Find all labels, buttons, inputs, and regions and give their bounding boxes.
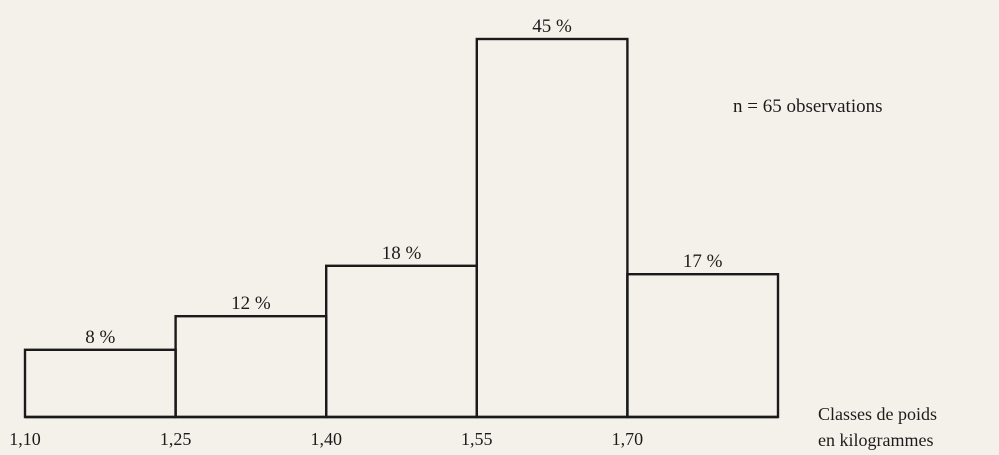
x-tick-label: 1,70	[612, 429, 644, 449]
x-tick-label: 1,25	[160, 429, 192, 449]
bar-value-label: 18 %	[382, 243, 422, 264]
x-axis-label-line-1: Classes de poids	[818, 404, 937, 424]
bar-value-label: 17 %	[683, 251, 723, 272]
x-tick-label: 1,10	[9, 429, 41, 449]
bars-layer	[23, 37, 780, 419]
x-axis-label-line-2: en kilogrammes	[818, 430, 933, 450]
histogram-bar	[626, 273, 780, 419]
histogram-bar	[475, 37, 629, 419]
x-tick-label: 1,40	[310, 429, 342, 449]
bar-value-label: 8 %	[85, 327, 115, 348]
bar-value-label: 12 %	[231, 293, 271, 314]
x-tick-labels: 1,10 1,25 1,40 1,55 1,70	[9, 429, 643, 449]
x-tick-label: 1,55	[461, 429, 493, 449]
bar-value-labels: 8 % 12 % 18 % 45 % 17 %	[85, 16, 722, 348]
histogram-bar	[325, 264, 479, 419]
bar-value-label: 45 %	[532, 16, 572, 37]
histogram-bar	[23, 348, 177, 419]
sample-size-note: n = 65 observations	[733, 96, 883, 117]
histogram-bar	[174, 315, 328, 419]
